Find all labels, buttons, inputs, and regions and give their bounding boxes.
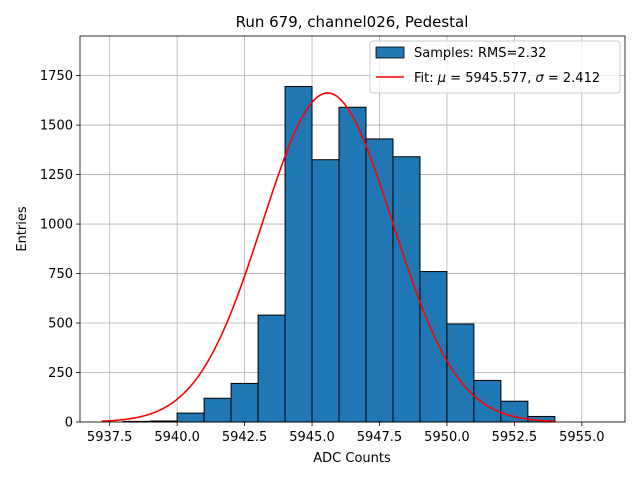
- x-tick-label-0: 5937.5: [87, 430, 133, 445]
- legend-fit-sigma-value: = 2.412: [544, 71, 600, 86]
- plot-frame: [79, 35, 626, 423]
- y-tick-label-7: 1750: [40, 69, 73, 84]
- histogram-bar-12: [446, 323, 475, 423]
- y-tick-label-5: 1250: [40, 168, 73, 183]
- x-tick-label-4: 5947.5: [357, 430, 403, 445]
- histogram-bar-11: [419, 271, 448, 423]
- y-axis-ticks: 0 250 500 750 1000 1250 1500 1750: [40, 69, 80, 431]
- histogram-bars: [122, 85, 556, 423]
- x-tick-label-1: 5940.0: [154, 430, 200, 445]
- histogram-bar-4: [230, 382, 259, 423]
- y-tick-label-3: 750: [48, 267, 73, 282]
- x-tick-label-6: 5952.5: [492, 430, 538, 445]
- gaussian-fit-curve: [101, 92, 555, 423]
- histogram-bar-6: [284, 85, 313, 423]
- y-axis-label: Entries: [15, 206, 30, 252]
- legend-fit-mu-value: = 5945.577,: [446, 71, 535, 86]
- y-tick-label-1: 250: [48, 366, 73, 381]
- y-tick-label-2: 500: [48, 317, 73, 332]
- legend-fit-mu-symbol: μ: [437, 71, 446, 86]
- legend: Samples: RMS=2.32 Fit: μ = 5945.577, σ =…: [369, 40, 621, 94]
- histogram-bar-13: [473, 379, 502, 423]
- legend-fit-label: Fit: μ = 5945.577, σ = 2.412: [414, 71, 600, 86]
- x-axis-label: ADC Counts: [313, 451, 391, 466]
- x-tick-label-3: 5945.0: [289, 430, 335, 445]
- chart-title: Run 679, channel026, Pedestal: [236, 13, 469, 31]
- histogram-bar-7: [311, 159, 340, 423]
- legend-fit-sigma-symbol: σ: [536, 71, 545, 86]
- y-tick-label-6: 1500: [40, 119, 73, 134]
- y-tick-label-4: 1000: [40, 218, 73, 233]
- histogram-bar-3: [203, 397, 232, 423]
- y-tick-label-0: 0: [65, 416, 73, 431]
- histogram-bar-8: [338, 106, 367, 423]
- histogram-bar-2: [176, 412, 205, 423]
- histogram-bar-5: [257, 314, 286, 423]
- legend-fit-prefix: Fit:: [414, 71, 438, 86]
- legend-samples-patch: [375, 46, 405, 59]
- legend-samples-label: Samples: RMS=2.32: [414, 46, 546, 61]
- x-axis-ticks: 5937.5 5940.0 5942.5 5945.0 5947.5 5950.0 5952…: [87, 422, 605, 445]
- x-tick-label-2: 5942.5: [222, 430, 268, 445]
- legend-box: [369, 40, 621, 94]
- x-tick-label-5: 5950.0: [424, 430, 470, 445]
- x-tick-label-7: 5955.0: [559, 430, 605, 445]
